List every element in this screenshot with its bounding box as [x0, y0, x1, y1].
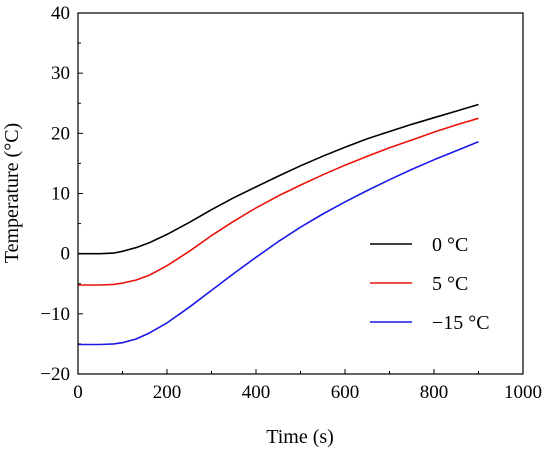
legend-label-1: 0 °C	[432, 234, 468, 256]
series-line-3	[78, 141, 479, 346]
legend-label-3: −15 °C	[432, 312, 490, 334]
x-tick-label: 400	[242, 382, 271, 403]
legend: 0 °C 5 °C −15 °C	[370, 234, 490, 334]
x-tick-label: 0	[73, 382, 83, 403]
y-axis-label: Temperature (°C)	[1, 123, 23, 263]
x-tick-label: 1000	[504, 382, 542, 403]
y-tick-label: −20	[40, 364, 70, 385]
y-tick-label: 10	[51, 184, 70, 205]
x-tick-label: 600	[331, 382, 360, 403]
y-tick-label: −10	[40, 304, 70, 325]
y-tick-label: 0	[61, 244, 71, 265]
y-tick-label: 20	[51, 123, 70, 144]
y-tick-label: 40	[51, 3, 70, 24]
series-layer	[78, 103, 479, 346]
x-tick-label: 200	[153, 382, 182, 403]
series-line-1	[78, 103, 479, 255]
series-line-2	[78, 117, 479, 286]
legend-label-2: 5 °C	[432, 273, 468, 295]
plot-frame	[77, 12, 524, 375]
x-axis-label: Time (s)	[266, 426, 334, 448]
x-tick-label: 800	[420, 382, 449, 403]
y-tick-label: 30	[51, 63, 70, 84]
